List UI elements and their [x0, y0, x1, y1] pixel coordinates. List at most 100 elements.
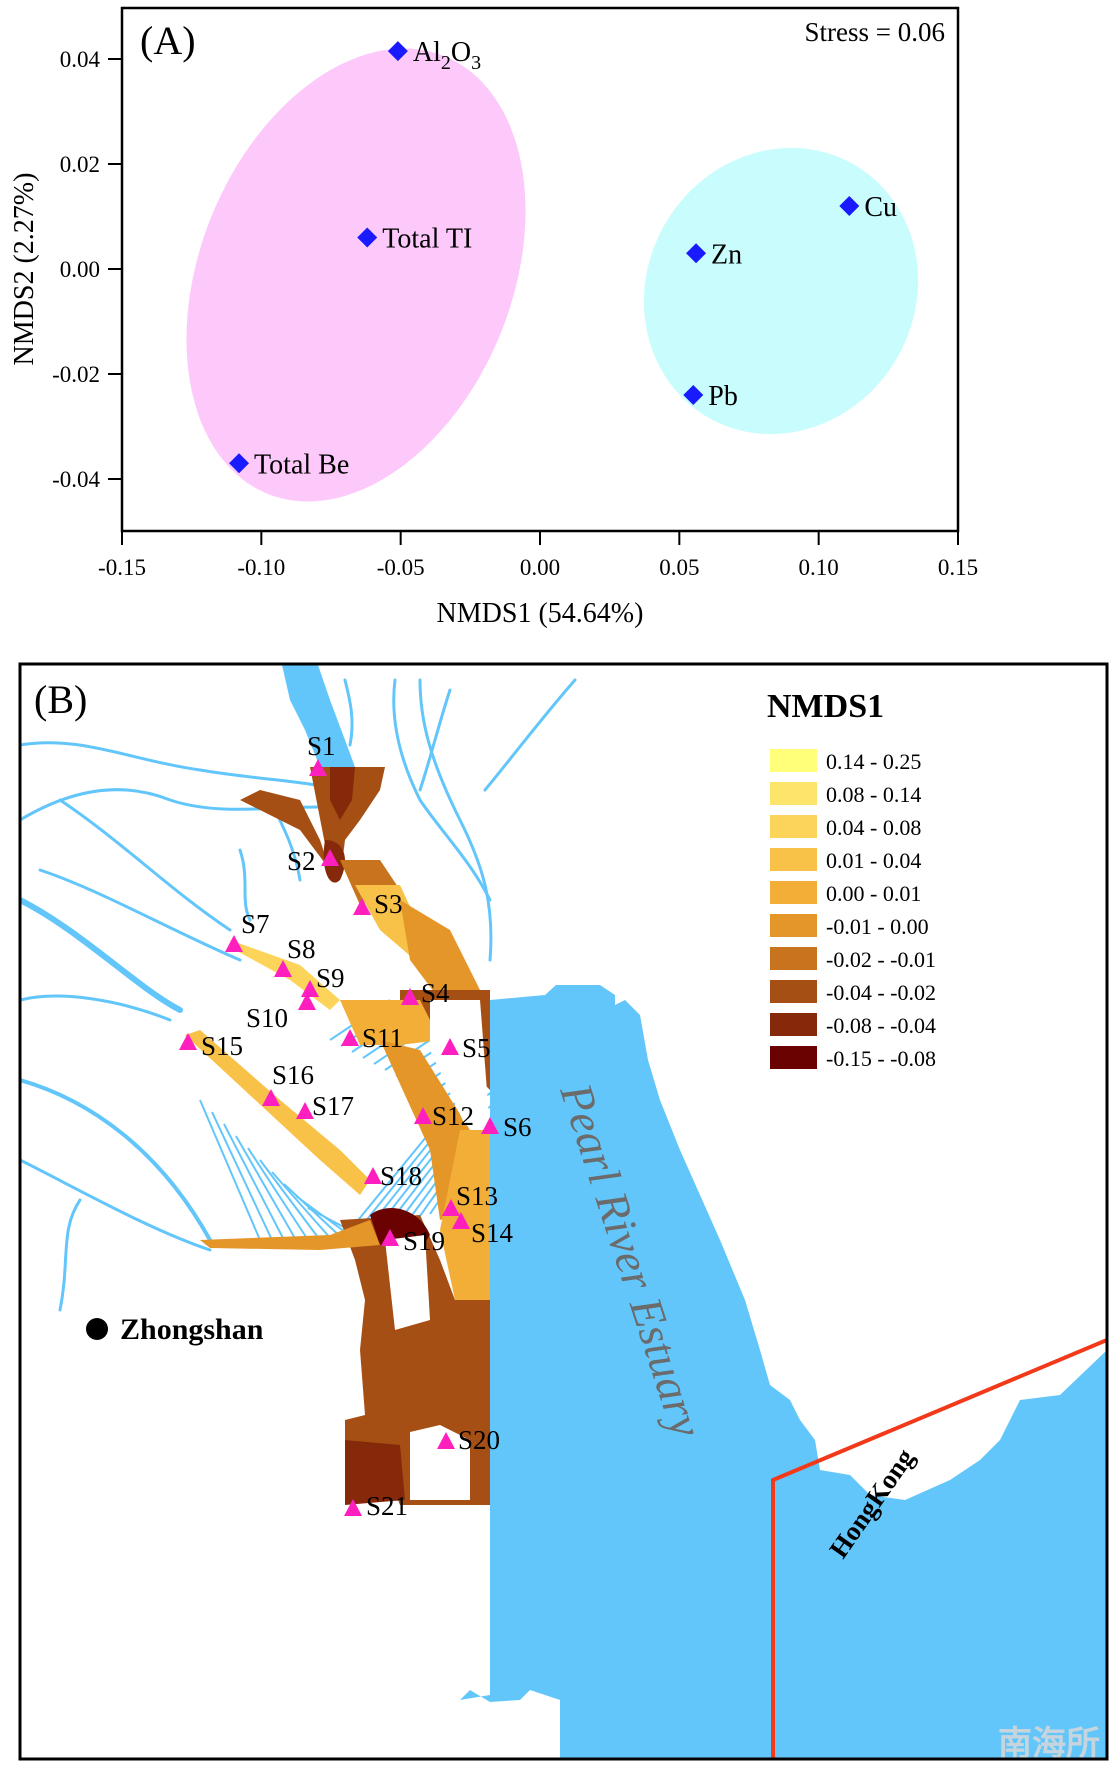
- site-marker: [344, 1499, 362, 1516]
- point-label: Zn: [711, 239, 742, 270]
- river-line: [418, 688, 452, 792]
- map-frame: [18, 662, 1109, 1761]
- site-label: S4: [421, 978, 450, 1008]
- site-label: S3: [374, 889, 403, 919]
- island: [430, 1000, 490, 1130]
- site-label: S11: [362, 1023, 403, 1053]
- river-network: [20, 678, 577, 1312]
- site-label: S6: [503, 1112, 532, 1142]
- site-label: S20: [458, 1425, 500, 1455]
- legend-swatch: [770, 947, 817, 970]
- point-marker: [839, 196, 860, 216]
- polder-canal: [271, 1171, 333, 1241]
- stress-annotation: Stress = 0.06: [805, 17, 945, 47]
- y-tick-label: 0.04: [60, 47, 101, 72]
- point-label: Total Be: [254, 449, 349, 480]
- site-marker: [225, 935, 243, 952]
- legend-label: 0.14 - 0.25: [826, 749, 921, 774]
- legend-swatch: [770, 815, 817, 838]
- site-marker: [437, 1432, 455, 1449]
- y-axis-label: NMDS2 (2.27%): [9, 173, 40, 366]
- river-line: [20, 897, 183, 1013]
- site-marker: [309, 759, 327, 776]
- legend-label: 0.04 - 0.08: [826, 815, 921, 840]
- river-line: [58, 1198, 82, 1312]
- river-line: [20, 1078, 212, 1242]
- site-label: S7: [241, 909, 270, 939]
- river-line: [38, 868, 242, 962]
- point-label: Al2O3: [413, 37, 481, 74]
- river-line: [20, 788, 362, 822]
- x-tick-label: 0.00: [520, 555, 560, 580]
- y-tick-label: 0.02: [60, 152, 100, 177]
- legend-label: -0.08 - -0.04: [826, 1013, 936, 1038]
- polder-canal: [235, 1135, 297, 1241]
- legend-swatch: [770, 1013, 817, 1036]
- polder-canal: [483, 1083, 545, 1125]
- site-marker: [441, 1038, 459, 1055]
- site-label: S10: [246, 1003, 288, 1033]
- channel-branch-a: [380, 1040, 470, 1220]
- legend-label: -0.02 - -0.01: [826, 947, 936, 972]
- legend-swatch: [770, 782, 817, 805]
- river-line: [20, 1158, 212, 1252]
- y-axis-ticks: 0.04 0.02 0.00 -0.02 -0.04: [52, 47, 122, 492]
- channel-west-branch: [200, 1220, 380, 1250]
- nmds1-distribution-map: S1S2S3S4S5S6S7S8S9S10S11S12S13S14S15S16S…: [18, 662, 1109, 1761]
- point-label: Cu: [864, 192, 897, 223]
- data-points: Al2O3 Total TI Total Be Cu Zn Pb: [229, 37, 897, 480]
- island: [410, 1425, 470, 1500]
- point-marker: [686, 243, 707, 264]
- site-marker: [341, 1029, 359, 1046]
- site-label: S17: [312, 1091, 354, 1121]
- y-tick-label: 0.00: [60, 257, 100, 282]
- legend-label: 0.00 - 0.01: [826, 881, 921, 906]
- y-tick-label: -0.02: [52, 362, 100, 387]
- city-marker-dot: [86, 1318, 108, 1340]
- legend-label: -0.04 - -0.02: [826, 980, 936, 1005]
- legend-swatch: [770, 881, 817, 904]
- point-marker: [229, 453, 250, 474]
- polder-canal: [247, 1147, 309, 1241]
- x-axis-label: NMDS1 (54.64%): [437, 598, 644, 629]
- x-tick-label: -0.15: [98, 555, 146, 580]
- x-tick-label: -0.10: [237, 555, 285, 580]
- legend-swatch: [770, 980, 817, 1003]
- site-label: S16: [272, 1060, 314, 1090]
- channel-branch-c: [185, 1030, 370, 1195]
- x-axis-ticks: -0.15 -0.10 -0.05 0.00 0.05 0.10 0.15: [98, 531, 978, 580]
- hongkong-border: [771, 1338, 1107, 1759]
- legend-swatch: [770, 1046, 817, 1069]
- point-marker: [357, 227, 378, 248]
- legend-swatch: [770, 749, 817, 772]
- estuary-water: [282, 665, 1107, 1759]
- channel-lower2: [340, 1000, 440, 1045]
- site-marker: [481, 1117, 499, 1134]
- polder-canal: [211, 1111, 273, 1241]
- x-tick-label: 0.10: [799, 555, 839, 580]
- river-line: [418, 678, 493, 962]
- site-marker: [442, 1199, 460, 1216]
- site-marker: [452, 1212, 470, 1229]
- pearl-river-estuary-water: [460, 985, 1107, 1759]
- site-label: S5: [462, 1033, 491, 1063]
- polder-canal: [199, 1099, 261, 1241]
- river-line: [20, 741, 342, 792]
- river-line: [238, 848, 252, 922]
- site-marker: [321, 849, 339, 866]
- site-marker: [179, 1033, 197, 1050]
- site-label: S18: [380, 1161, 422, 1191]
- x-tick-label: 0.15: [938, 555, 978, 580]
- site-marker: [296, 1102, 314, 1119]
- site-label: S9: [316, 963, 345, 993]
- site-label: S21: [366, 1491, 408, 1521]
- site-label: S8: [287, 934, 316, 964]
- land-islands: [385, 1000, 490, 1500]
- legend-label: -0.15 - -0.08: [826, 1046, 936, 1071]
- site-marker: [262, 1089, 280, 1106]
- point-marker: [683, 385, 704, 405]
- x-tick-label: 0.05: [659, 555, 699, 580]
- legend-swatch: [770, 914, 817, 937]
- site-marker: [298, 993, 316, 1010]
- channel-dark-upper: [330, 767, 355, 820]
